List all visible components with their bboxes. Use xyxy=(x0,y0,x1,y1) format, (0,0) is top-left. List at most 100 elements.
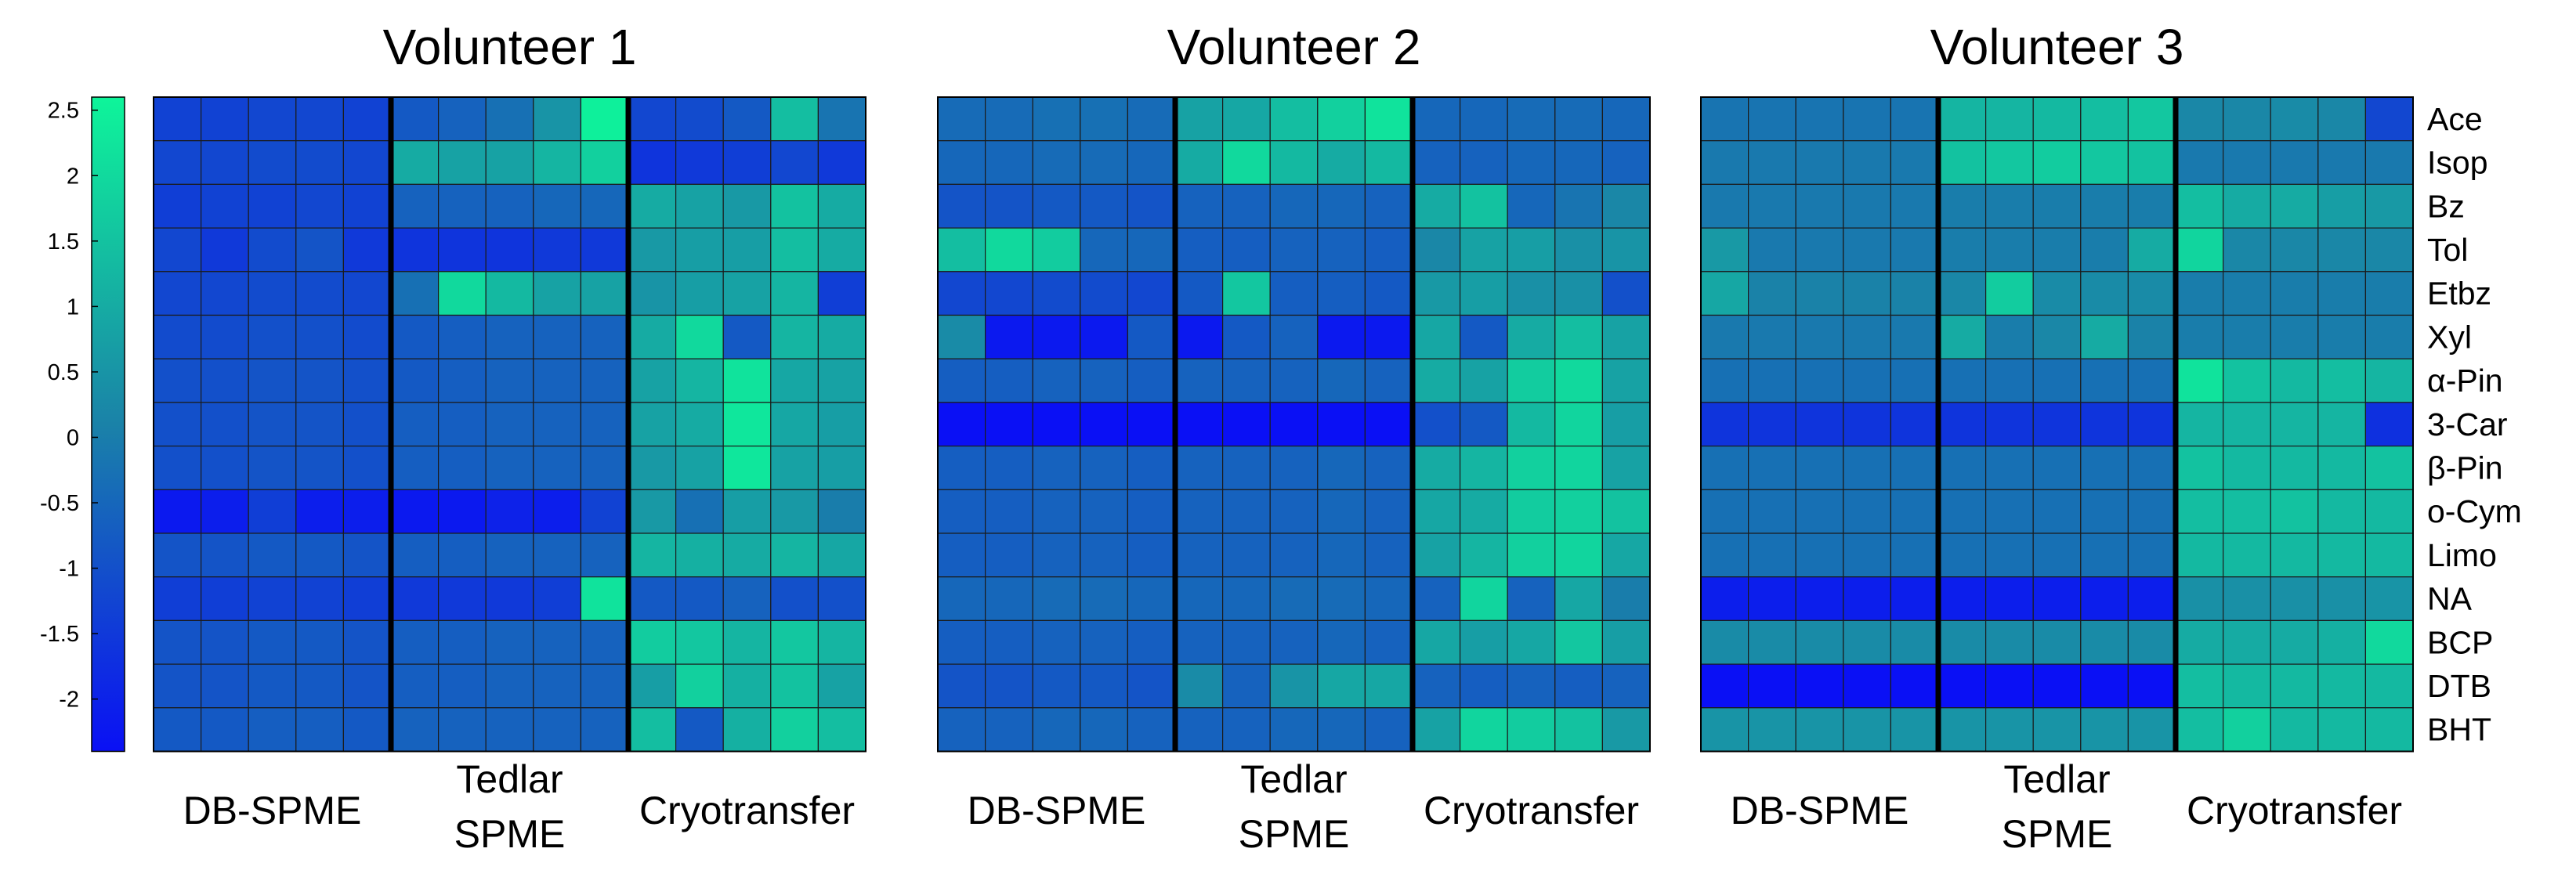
heatmap-cell xyxy=(984,140,1033,185)
heatmap-cell xyxy=(1795,445,1844,490)
heatmap-cell xyxy=(1985,140,2034,185)
heatmap-cell xyxy=(1269,227,1319,273)
heatmap-cell xyxy=(1985,358,2034,403)
heatmap-cell xyxy=(201,489,249,534)
heatmap-cell xyxy=(437,140,487,185)
heatmap-cell xyxy=(1032,576,1081,622)
heatmap-cell xyxy=(984,183,1033,229)
heatmap-cell xyxy=(1748,619,1796,665)
heatmap-cell xyxy=(1221,533,1271,578)
heatmap-cell xyxy=(1700,489,1749,534)
heatmap-cell xyxy=(984,663,1033,709)
heatmap-cell xyxy=(770,663,819,709)
heatmap-cell xyxy=(1080,96,1129,142)
colorbar-tick-label: -1.5 xyxy=(40,622,79,647)
heatmap-cell xyxy=(1412,271,1461,316)
heatmap-cell xyxy=(580,271,629,316)
heatmap-cell xyxy=(1221,707,1271,753)
heatmap-cell xyxy=(1127,96,1176,142)
heatmap-cell xyxy=(1412,533,1461,578)
heatmap-cell xyxy=(580,314,629,359)
heatmap-cell xyxy=(817,445,867,490)
heatmap-cell xyxy=(437,489,487,534)
heatmap-cell xyxy=(153,314,202,359)
heatmap-cell xyxy=(1080,489,1129,534)
heatmap-cell xyxy=(1174,663,1224,709)
group-label-line2: SPME xyxy=(1239,812,1350,856)
heatmap-cell xyxy=(628,707,677,753)
heatmap-cell xyxy=(2364,227,2414,273)
heatmap-cell xyxy=(2127,489,2176,534)
heatmap-cell xyxy=(1795,271,1844,316)
heatmap-cell xyxy=(1843,96,1892,142)
heatmap-cell xyxy=(1937,533,1987,578)
heatmap-cell xyxy=(1507,707,1556,753)
heatmap-cell xyxy=(533,96,581,142)
heatmap-cell xyxy=(1890,314,1939,359)
heatmap-cell xyxy=(1459,663,1508,709)
heatmap-cell xyxy=(1174,489,1224,534)
heatmap-cell xyxy=(817,358,867,403)
heatmap-cell xyxy=(2080,707,2129,753)
heatmap-cell xyxy=(1032,314,1081,359)
heatmap-cell xyxy=(2317,663,2367,709)
heatmap-cell xyxy=(2127,314,2176,359)
heatmap-cell xyxy=(722,707,772,753)
heatmap-cell xyxy=(1554,445,1604,490)
heatmap-cell xyxy=(2175,314,2224,359)
heatmap-cell xyxy=(1459,489,1508,534)
heatmap-cell xyxy=(2127,183,2176,229)
heatmap-cell xyxy=(437,358,487,403)
heatmap-cell xyxy=(675,227,724,273)
heatmap-cell xyxy=(1554,358,1604,403)
heatmap-cell xyxy=(1221,402,1271,447)
colorbar-tick-label: 2.5 xyxy=(48,99,79,124)
row-label: BCP xyxy=(2427,624,2493,660)
heatmap-cell xyxy=(1843,314,1892,359)
heatmap-cell xyxy=(1459,140,1508,185)
heatmap-cell xyxy=(722,445,772,490)
heatmap-cell xyxy=(1412,445,1461,490)
heatmap-cell xyxy=(2080,445,2129,490)
heatmap-cell xyxy=(2080,314,2129,359)
heatmap-cell xyxy=(1032,183,1081,229)
heatmap-cell xyxy=(1843,489,1892,534)
heatmap-cell xyxy=(1459,445,1508,490)
heatmap-cell xyxy=(580,576,629,622)
group-label: DB-SPME xyxy=(183,789,362,832)
heatmap-cell xyxy=(2317,96,2367,142)
heatmap-cell xyxy=(2032,489,2082,534)
group-label-line2: SPME xyxy=(2002,812,2113,856)
heatmap-cell xyxy=(722,402,772,447)
heatmap-cell xyxy=(1985,576,2034,622)
heatmap-cell xyxy=(1601,271,1651,316)
heatmap-cell xyxy=(2317,314,2367,359)
heatmap-cell xyxy=(1032,445,1081,490)
heatmap-cell xyxy=(1412,96,1461,142)
heatmap-cell xyxy=(485,533,534,578)
heatmap-cell xyxy=(2175,619,2224,665)
heatmap-cell xyxy=(533,619,581,665)
row-label: BHT xyxy=(2427,712,2491,748)
heatmap-cell xyxy=(1985,227,2034,273)
heatmap-cell xyxy=(2032,619,2082,665)
heatmap-cell xyxy=(675,663,724,709)
heatmap-cell xyxy=(2127,619,2176,665)
heatmap-cell xyxy=(984,358,1033,403)
heatmap-cell xyxy=(201,140,249,185)
heatmap-cell xyxy=(675,619,724,665)
heatmap-cell xyxy=(770,271,819,316)
heatmap-cell xyxy=(248,707,297,753)
heatmap-cell xyxy=(1843,533,1892,578)
heatmap-cell xyxy=(342,314,392,359)
heatmap-cell xyxy=(1459,271,1508,316)
panel-title: Volunteer 1 xyxy=(383,19,637,75)
heatmap-cell xyxy=(1127,271,1176,316)
heatmap-cell xyxy=(342,183,392,229)
heatmap-cell xyxy=(295,619,344,665)
heatmap-cell xyxy=(1080,140,1129,185)
heatmap-cell xyxy=(722,183,772,229)
heatmap-cell xyxy=(1937,619,1987,665)
heatmap-cell xyxy=(2317,402,2367,447)
row-label: Limo xyxy=(2427,537,2497,573)
